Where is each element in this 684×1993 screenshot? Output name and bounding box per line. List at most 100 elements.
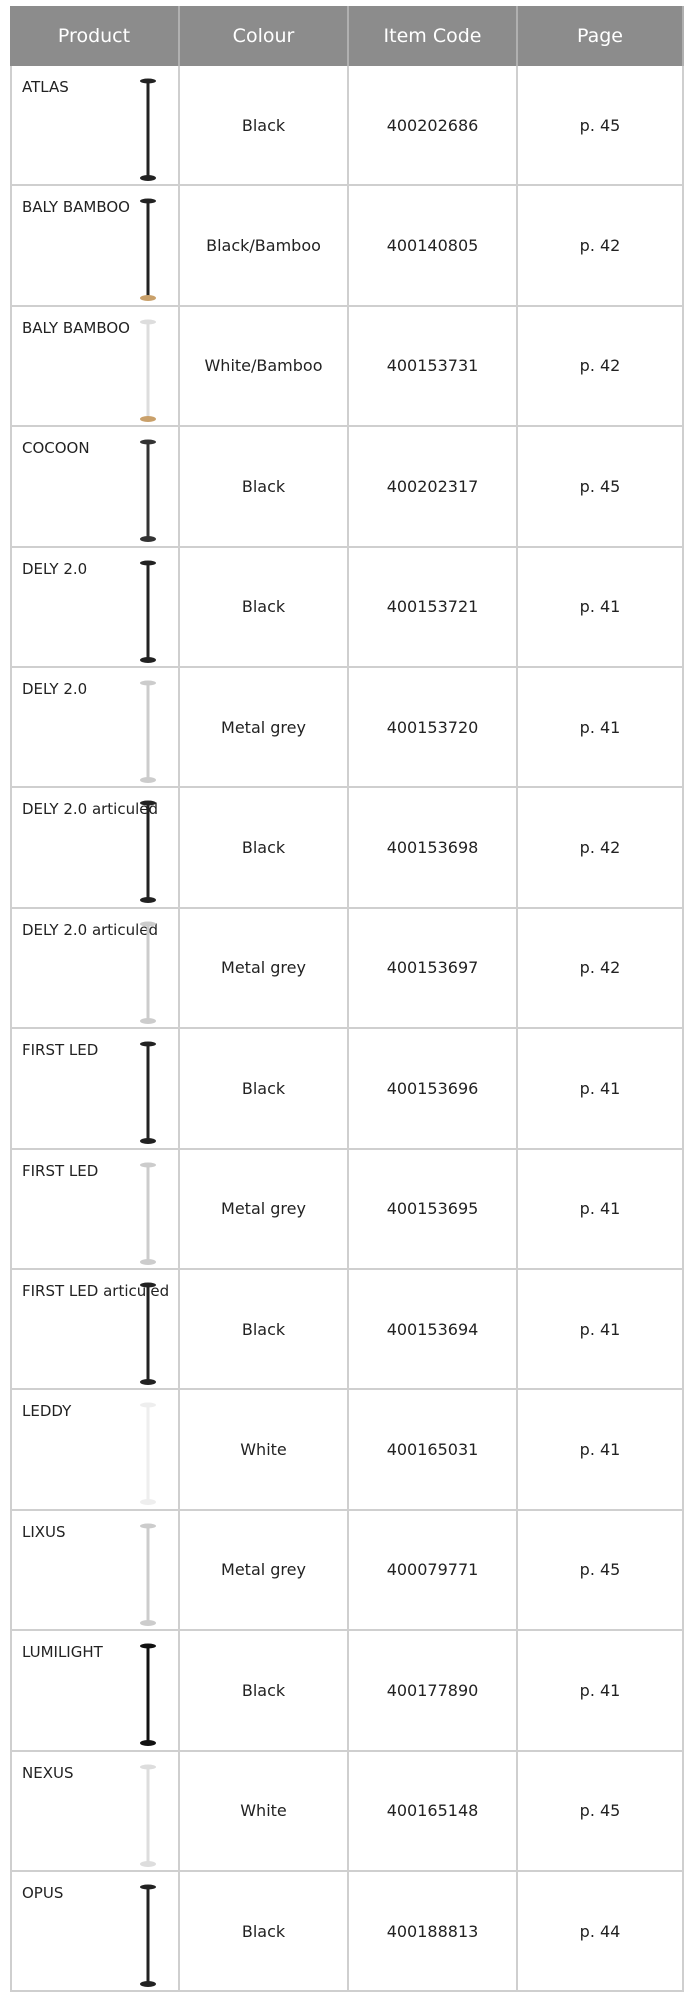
cell: Metal grey: [180, 908, 349, 1030]
cell-text: 400202686: [386, 115, 479, 135]
cell: Black: [180, 427, 349, 548]
cell-text: LUMILIGHT: [22, 1643, 103, 1662]
lamp-image: [140, 1041, 156, 1145]
cell-text: Black: [241, 1078, 286, 1098]
cell-text: DELY 2.0 articuled: [22, 800, 159, 819]
lamp-image: [140, 680, 156, 783]
cell-text: p. 41: [579, 1440, 621, 1460]
cell-text: DELY 2.0: [22, 680, 88, 698]
product-cell: NEXUS: [10, 1751, 180, 1872]
cell: Black/Bamboo: [180, 186, 349, 307]
cell: p. 41: [518, 668, 684, 789]
product-cell: FIRST LED: [10, 1149, 180, 1270]
cell-text: FIRST LED: [22, 1041, 99, 1060]
cell: Metal grey: [180, 668, 349, 789]
cell-text: p. 45: [579, 476, 621, 496]
cell: p. 44: [518, 1872, 684, 1993]
cell-text: OPUS: [22, 1884, 64, 1902]
product-cell: DELY 2.0: [10, 668, 180, 789]
product-cell: BALY BAMBOO: [10, 186, 180, 307]
cell-text: Black: [241, 1680, 286, 1700]
cell: 400165148: [349, 1751, 518, 1872]
cell: 400079771: [349, 1510, 518, 1632]
cell-text: White/Bamboo: [204, 356, 323, 376]
product-cell: OPUS: [10, 1872, 180, 1993]
cell-text: Product: [57, 25, 131, 47]
cell: Metal grey: [180, 1510, 349, 1632]
column-header: Colour: [180, 6, 349, 66]
cell: 400177890: [349, 1631, 518, 1752]
lamp-image: [140, 1764, 156, 1867]
cell-text: p. 44: [579, 1921, 621, 1941]
cell: 400140805: [349, 186, 518, 307]
cell-text: p. 41: [579, 1078, 621, 1098]
lamp-image: [140, 560, 156, 663]
product-cell: BALY BAMBOO: [10, 306, 180, 428]
cell: p. 41: [518, 1270, 684, 1391]
cell: p. 45: [518, 1510, 684, 1632]
cell: 400153698: [349, 788, 518, 909]
cell-text: FIRST LED articuled: [22, 1282, 170, 1300]
lamp-image: [140, 1402, 156, 1506]
cell-text: 400153697: [386, 958, 479, 978]
cell-text: Black: [241, 838, 286, 858]
cell: White/Bamboo: [180, 306, 349, 428]
cell-text: 400202317: [386, 476, 479, 496]
cell-text: Black: [241, 476, 286, 496]
cell: Metal grey: [180, 1149, 349, 1270]
cell: p. 45: [518, 66, 684, 187]
cell: 400153731: [349, 306, 518, 428]
lamp-image: [140, 1643, 156, 1747]
lamp-image: [140, 1282, 156, 1385]
column-header: Product: [10, 6, 180, 66]
lamp-image: [140, 1884, 156, 1987]
cell: Black: [180, 1872, 349, 1993]
product-cell: DELY 2.0 articuled: [10, 908, 180, 1030]
cell-text: DELY 2.0 articuled: [22, 920, 159, 939]
cell: 400165031: [349, 1390, 518, 1511]
cell-text: p. 45: [579, 1560, 621, 1580]
cell-text: Colour: [232, 25, 295, 47]
product-cell: ATLAS: [10, 66, 180, 187]
cell: 400153697: [349, 908, 518, 1030]
cell: Black: [180, 1631, 349, 1752]
cell: 400153694: [349, 1270, 518, 1391]
cell-text: p. 41: [579, 717, 621, 737]
cell: Black: [180, 1270, 349, 1391]
cell-text: NEXUS: [22, 1763, 74, 1782]
cell: p. 42: [518, 908, 684, 1030]
cell-text: 400153720: [386, 717, 479, 737]
cell: Black: [180, 788, 349, 909]
cell: White: [180, 1390, 349, 1511]
cell: p. 41: [518, 1631, 684, 1752]
cell-text: FIRST LED: [22, 1161, 99, 1180]
product-cell: COCOON: [10, 427, 180, 548]
cell-text: Metal grey: [221, 717, 306, 737]
product-cell: LEDDY: [10, 1390, 180, 1511]
cell-text: Item Code: [383, 25, 482, 47]
cell-text: 400140805: [386, 236, 479, 256]
cell-text: 400153721: [386, 597, 479, 617]
cell: p. 41: [518, 1149, 684, 1270]
cell-text: 400165031: [386, 1440, 479, 1460]
lamp-image: [140, 198, 156, 302]
cell-text: Black: [241, 1921, 286, 1941]
lamp-image: [140, 800, 156, 904]
lamp-image: [140, 439, 156, 543]
lamp-image: [140, 921, 156, 1024]
cell: 400202686: [349, 66, 518, 187]
cell-text: p. 41: [579, 1199, 621, 1219]
cell-text: 400153696: [386, 1078, 479, 1098]
cell: p. 42: [518, 186, 684, 307]
cell-text: Black/Bamboo: [206, 236, 321, 256]
cell-text: Page: [577, 25, 623, 47]
product-cell: DELY 2.0: [10, 547, 180, 668]
cell-text: p. 41: [579, 597, 621, 617]
cell-text: Black: [241, 597, 286, 617]
product-cell: LIXUS: [10, 1510, 180, 1632]
cell-text: p. 42: [579, 958, 621, 978]
cell: p. 45: [518, 1751, 684, 1872]
cell-text: White: [240, 1801, 287, 1821]
cell: Black: [180, 547, 349, 668]
